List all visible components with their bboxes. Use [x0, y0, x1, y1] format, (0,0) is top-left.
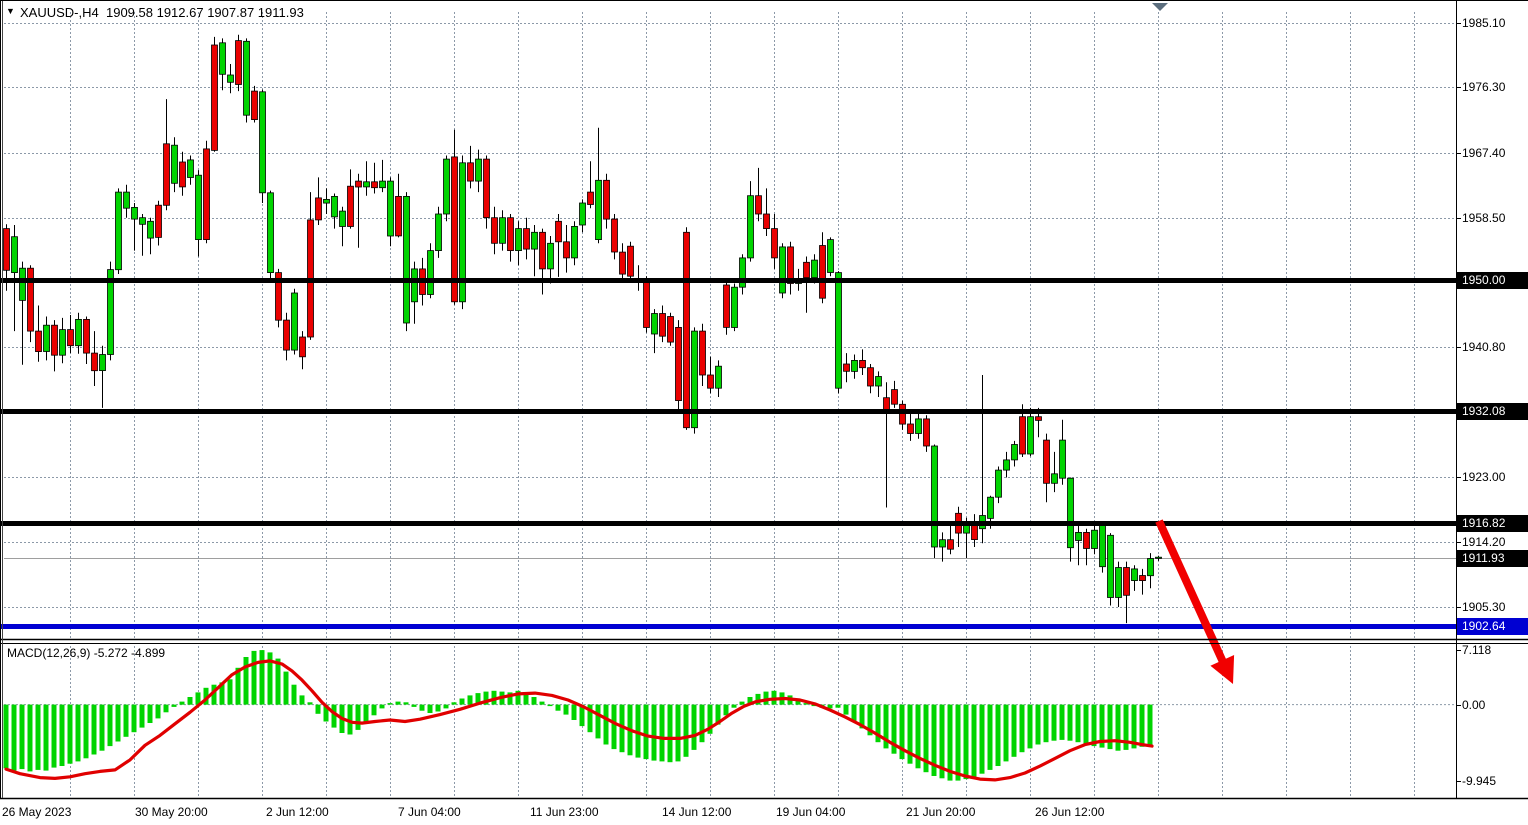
chart-title: XAUUSD-,H4 1909.58 1912.67 1907.87 1911.… [20, 5, 304, 20]
time-label: 26 Jun 12:00 [1035, 805, 1105, 819]
time-label: 14 Jun 12:00 [662, 805, 732, 819]
time-label: 26 May 2023 [2, 805, 72, 819]
price-level-badge: 1911.93 [1457, 550, 1528, 567]
macd-scale-label: 7.118 [1462, 643, 1492, 657]
macd-scale-label: -9.945 [1462, 774, 1497, 788]
symbol-timeframe-label: XAUUSD-,H4 [20, 5, 99, 20]
macd-scale-label: 0.00 [1462, 698, 1486, 712]
ohlc-quote-label: 1909.58 1912.67 1907.87 1911.93 [105, 5, 304, 20]
price-label: 1923.00 [1462, 470, 1506, 484]
time-label: 30 May 20:00 [135, 805, 208, 819]
price-level-badge: 1916.82 [1457, 515, 1528, 532]
symbol-dropdown-icon[interactable]: ▼ [6, 6, 15, 16]
price-level-badge: 1932.08 [1457, 403, 1528, 420]
time-label: 21 Jun 20:00 [906, 805, 976, 819]
price-label: 1976.30 [1462, 80, 1506, 94]
price-label: 1958.50 [1462, 211, 1506, 225]
time-label: 7 Jun 04:00 [398, 805, 461, 819]
price-label: 1905.30 [1462, 600, 1506, 614]
macd-indicator-label: MACD(12,26,9) -5.272 -4.899 [7, 646, 166, 660]
price-label: 1940.80 [1462, 340, 1506, 354]
time-label: 2 Jun 12:00 [266, 805, 329, 819]
price-label: 1985.10 [1462, 16, 1506, 30]
price-level-badge: 1950.00 [1457, 272, 1528, 289]
time-label: 11 Jun 23:00 [530, 805, 599, 819]
price-label: 1967.40 [1462, 146, 1506, 160]
time-label: 19 Jun 04:00 [776, 805, 846, 819]
price-level-badge: 1902.64 [1457, 618, 1528, 635]
price-label: 1914.20 [1462, 535, 1506, 549]
scroll-to-end-marker-icon[interactable] [1152, 3, 1168, 11]
